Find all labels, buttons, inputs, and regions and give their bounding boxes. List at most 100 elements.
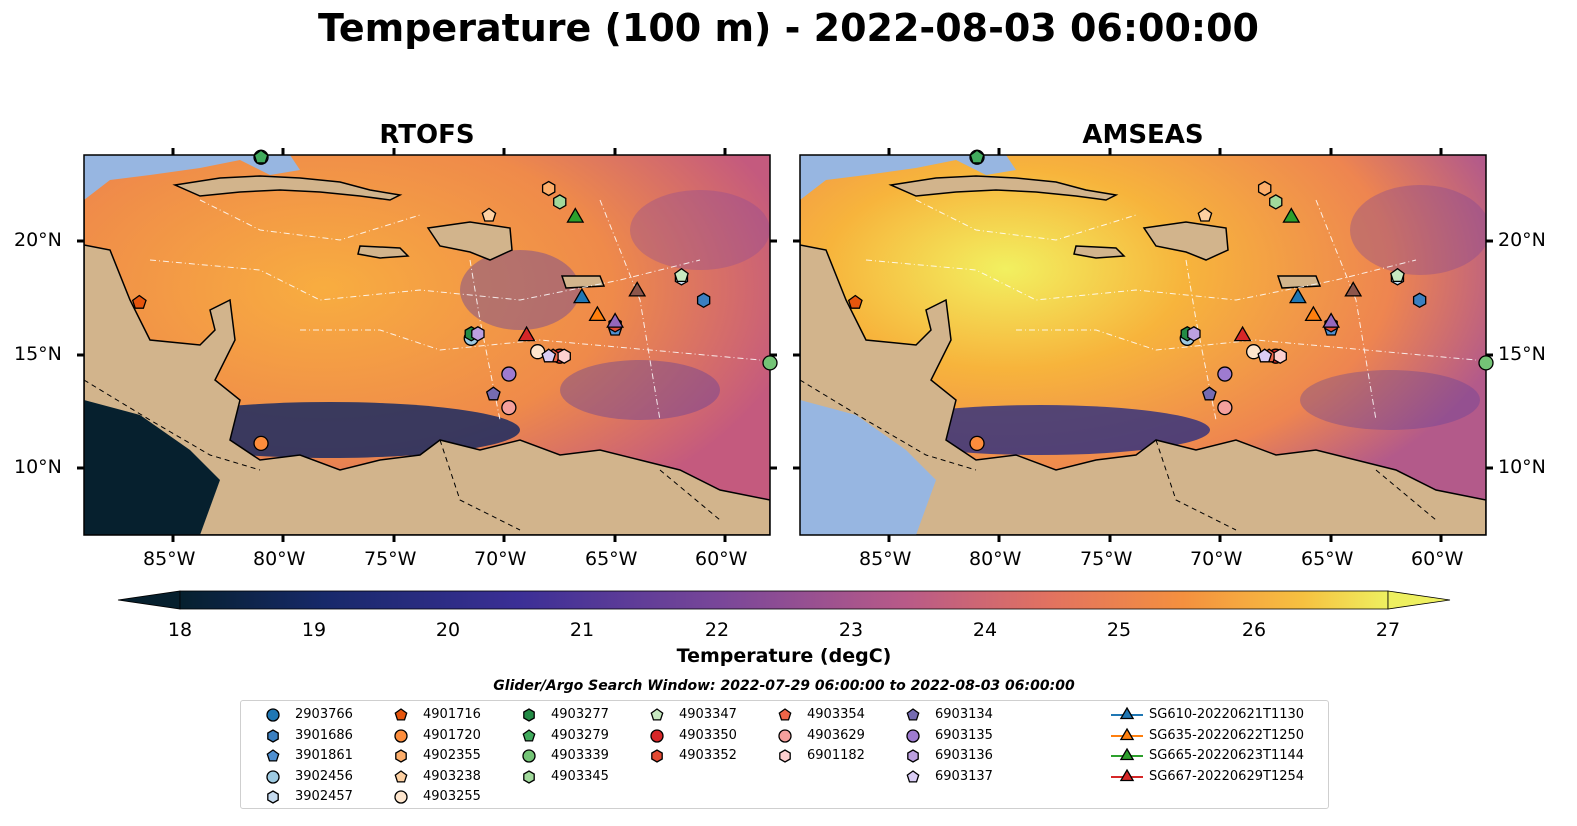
marker-circle	[762, 355, 778, 371]
legend-marker-pentagon	[906, 708, 920, 721]
hispaniola	[1142, 221, 1229, 261]
search-window-caption: Glider/Argo Search Window: 2022-07-29 06…	[493, 678, 1075, 694]
legend-label: 3901686	[295, 727, 353, 743]
marker-hexagon	[541, 180, 556, 197]
shelf	[800, 155, 1016, 200]
jamaica	[357, 245, 410, 259]
legend-marker-pentagon	[778, 708, 792, 721]
lon-tick: 60°W	[695, 548, 748, 570]
legend-marker-pentagon	[394, 708, 408, 721]
legend-swatch	[778, 708, 792, 721]
cuba	[172, 175, 403, 201]
eez-lines	[865, 199, 1477, 421]
legend-label: SG610-20220621T1130	[1149, 707, 1305, 722]
lat-tick-left: 10°N	[14, 456, 62, 478]
jamaica	[1073, 245, 1126, 259]
colorbar-tick: 26	[1241, 619, 1267, 641]
colorbar-max-extend	[1387, 590, 1451, 610]
marker-triangle	[606, 312, 625, 328]
legend-swatch	[267, 728, 279, 743]
colorbar	[117, 590, 1451, 610]
marker-triangle	[1233, 325, 1252, 342]
colorbar-tick: 21	[569, 619, 595, 641]
legend-swatch	[650, 728, 664, 743]
colorbar-tick: 22	[704, 619, 730, 641]
left-panel-title: RTOFS	[379, 120, 475, 150]
marker-triangle	[1344, 281, 1363, 297]
marker-hexagon	[471, 326, 485, 342]
borders	[84, 379, 721, 531]
legend-marker-hexagon	[523, 708, 535, 722]
legend-marker-hexagon	[907, 749, 919, 763]
legend-label: 4903345	[551, 768, 609, 784]
legend-swatch	[394, 728, 408, 743]
marker-triangle	[566, 207, 585, 223]
legend-marker-hexagon	[523, 769, 535, 784]
legend-marker-pentagon	[394, 769, 408, 783]
legend-marker-pentagon	[266, 749, 280, 762]
legend-swatch	[266, 769, 280, 784]
marker-circle	[1478, 355, 1494, 371]
marker-circle	[969, 435, 985, 452]
lat-tick-right: 10°N	[1498, 456, 1546, 478]
marker-pentagon	[674, 267, 689, 283]
right-frame	[799, 154, 1487, 536]
marker-circle	[1217, 366, 1233, 382]
lon-tick: 75°W	[1080, 548, 1133, 570]
cool-band	[870, 405, 1210, 455]
legend-marker-circle	[266, 769, 280, 784]
colorbar-tick: 19	[301, 619, 327, 641]
legend-swatch	[523, 708, 535, 722]
colorbar-bar	[179, 590, 1389, 610]
legend-label: 4903352	[679, 748, 737, 763]
lon-tick: 60°W	[1411, 548, 1464, 570]
marker-hexagon	[1187, 326, 1201, 342]
legend-swatch	[906, 728, 920, 743]
lon-tick: 65°W	[585, 548, 638, 570]
lat-tick-right: 20°N	[1498, 229, 1546, 251]
lat-tick-left: 15°N	[14, 343, 62, 365]
legend-swatch	[1111, 727, 1143, 740]
legend-marker-circle	[906, 728, 920, 743]
colorbar-tick: 25	[1106, 619, 1132, 641]
legend-swatch	[395, 749, 407, 763]
marker-hexagon	[1412, 292, 1427, 309]
legend-label: SG635-20220622T1250	[1149, 727, 1305, 743]
marker-triangle	[572, 287, 591, 304]
lon-tick: 65°W	[1301, 548, 1354, 570]
legend-label: 4903339	[551, 748, 609, 763]
legend-label: 4903629	[807, 727, 865, 743]
legend-swatch	[1111, 747, 1143, 761]
marker-triangle	[588, 305, 607, 322]
legend-label: 4903354	[807, 707, 865, 722]
legend-swatch	[266, 708, 280, 722]
legend-marker-hexagon	[267, 790, 279, 804]
lat-tick-right: 15°N	[1498, 343, 1546, 365]
legend-label: 4903238	[423, 768, 481, 784]
left-frame	[83, 154, 771, 536]
legend: 2903766 3901686 3901861 3902456 3902457 49017…	[240, 700, 1329, 809]
legend-marker-triangle	[1119, 768, 1135, 781]
legend-label: 3902456	[295, 768, 353, 784]
marker-hexagon	[553, 194, 567, 210]
legend-swatch	[906, 708, 920, 721]
marker-circle	[1217, 399, 1233, 416]
lon-tick: 85°W	[859, 548, 912, 570]
colorbar-tick: 27	[1375, 619, 1401, 641]
marker-pentagon	[541, 348, 557, 363]
legend-marker-triangle	[1119, 727, 1135, 740]
legend-label: 3901861	[295, 748, 353, 763]
colorbar-tick: 18	[167, 619, 193, 641]
lon-tick: 70°W	[1190, 548, 1243, 570]
rtofs-map	[84, 155, 770, 535]
marker-triangle	[1304, 305, 1323, 322]
puerto-rico	[560, 275, 606, 289]
legend-marker-triangle	[1119, 747, 1135, 761]
legend-marker-pentagon	[906, 769, 920, 783]
colorbar-tick: 20	[435, 619, 461, 641]
shelf	[84, 155, 300, 200]
legend-label: 3902457	[295, 789, 353, 804]
marker-hexagon	[557, 348, 571, 364]
marker-circle	[501, 366, 517, 382]
